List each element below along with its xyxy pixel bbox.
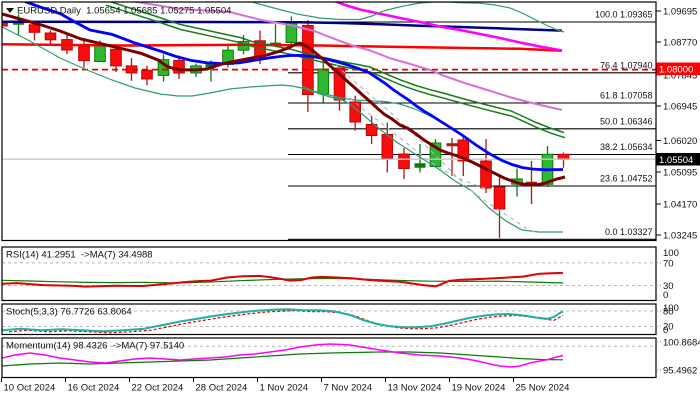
svg-text:30: 30 [663, 281, 674, 292]
svg-text:95.4962: 95.4962 [663, 366, 697, 377]
svg-text:1.06945: 1.06945 [663, 102, 697, 113]
svg-text:1.04170: 1.04170 [663, 200, 697, 211]
svg-text:1 Nov 2024: 1 Nov 2024 [260, 383, 309, 394]
svg-text:7 Nov 2024: 7 Nov 2024 [324, 383, 373, 394]
svg-text:Momentum(14) 98.4326 ->MA(7): Momentum(14) 98.4326 ->MA(7) 97.5140 [6, 341, 184, 352]
svg-text:20: 20 [663, 322, 674, 333]
svg-text:1.06020: 1.06020 [663, 136, 697, 147]
svg-text:61.8 1.07058: 61.8 1.07058 [600, 91, 653, 101]
svg-text:EURUSD,Daily 1.05654 1.05685: EURUSD,Daily 1.05654 1.05685 1.05275 1.0… [17, 6, 231, 17]
svg-text:28 Oct 2024: 28 Oct 2024 [196, 383, 248, 394]
svg-text:1.03245: 1.03245 [663, 231, 697, 242]
svg-text:50.0 1.06346: 50.0 1.06346 [600, 117, 653, 127]
svg-text:22 Oct 2024: 22 Oct 2024 [132, 383, 184, 394]
svg-text:38.2 1.05634: 38.2 1.05634 [600, 142, 653, 152]
svg-text:70: 70 [663, 258, 674, 269]
svg-text:100.0 1.09365: 100.0 1.09365 [595, 10, 653, 20]
svg-text:76.4 1.07940: 76.4 1.07940 [600, 61, 653, 71]
svg-text:10 Oct 2024: 10 Oct 2024 [4, 383, 56, 394]
svg-text:1.05504: 1.05504 [659, 155, 693, 166]
svg-text:RSI(14) 41.2951 ->MA(7) 34.49: RSI(14) 41.2951 ->MA(7) 34.4988 [6, 250, 153, 261]
svg-text:0.0 1.03327: 0.0 1.03327 [605, 227, 653, 237]
svg-text:100.8684: 100.8684 [663, 338, 700, 349]
svg-text:16 Oct 2024: 16 Oct 2024 [68, 383, 120, 394]
svg-text:100: 100 [663, 303, 679, 314]
svg-text:Stoch(5,3,3) 76.7726 63.8064: Stoch(5,3,3) 76.7726 63.8064 [6, 307, 132, 318]
svg-text:1.08770: 1.08770 [663, 38, 697, 49]
svg-text:80: 80 [663, 307, 674, 318]
svg-text:19 Nov 2024: 19 Nov 2024 [452, 383, 506, 394]
svg-text:1.09695: 1.09695 [663, 7, 697, 18]
svg-text:13 Nov 2024: 13 Nov 2024 [388, 383, 442, 394]
svg-text:25 Nov 2024: 25 Nov 2024 [516, 383, 570, 394]
svg-text:0: 0 [663, 325, 668, 336]
svg-text:1.07845: 1.07845 [663, 70, 697, 81]
svg-text:1.05095: 1.05095 [663, 168, 697, 179]
svg-text:23.6 1.04752: 23.6 1.04752 [600, 174, 653, 184]
svg-text:0: 0 [663, 290, 668, 301]
svg-text:100: 100 [663, 248, 679, 259]
svg-text:1.08000: 1.08000 [659, 64, 693, 75]
